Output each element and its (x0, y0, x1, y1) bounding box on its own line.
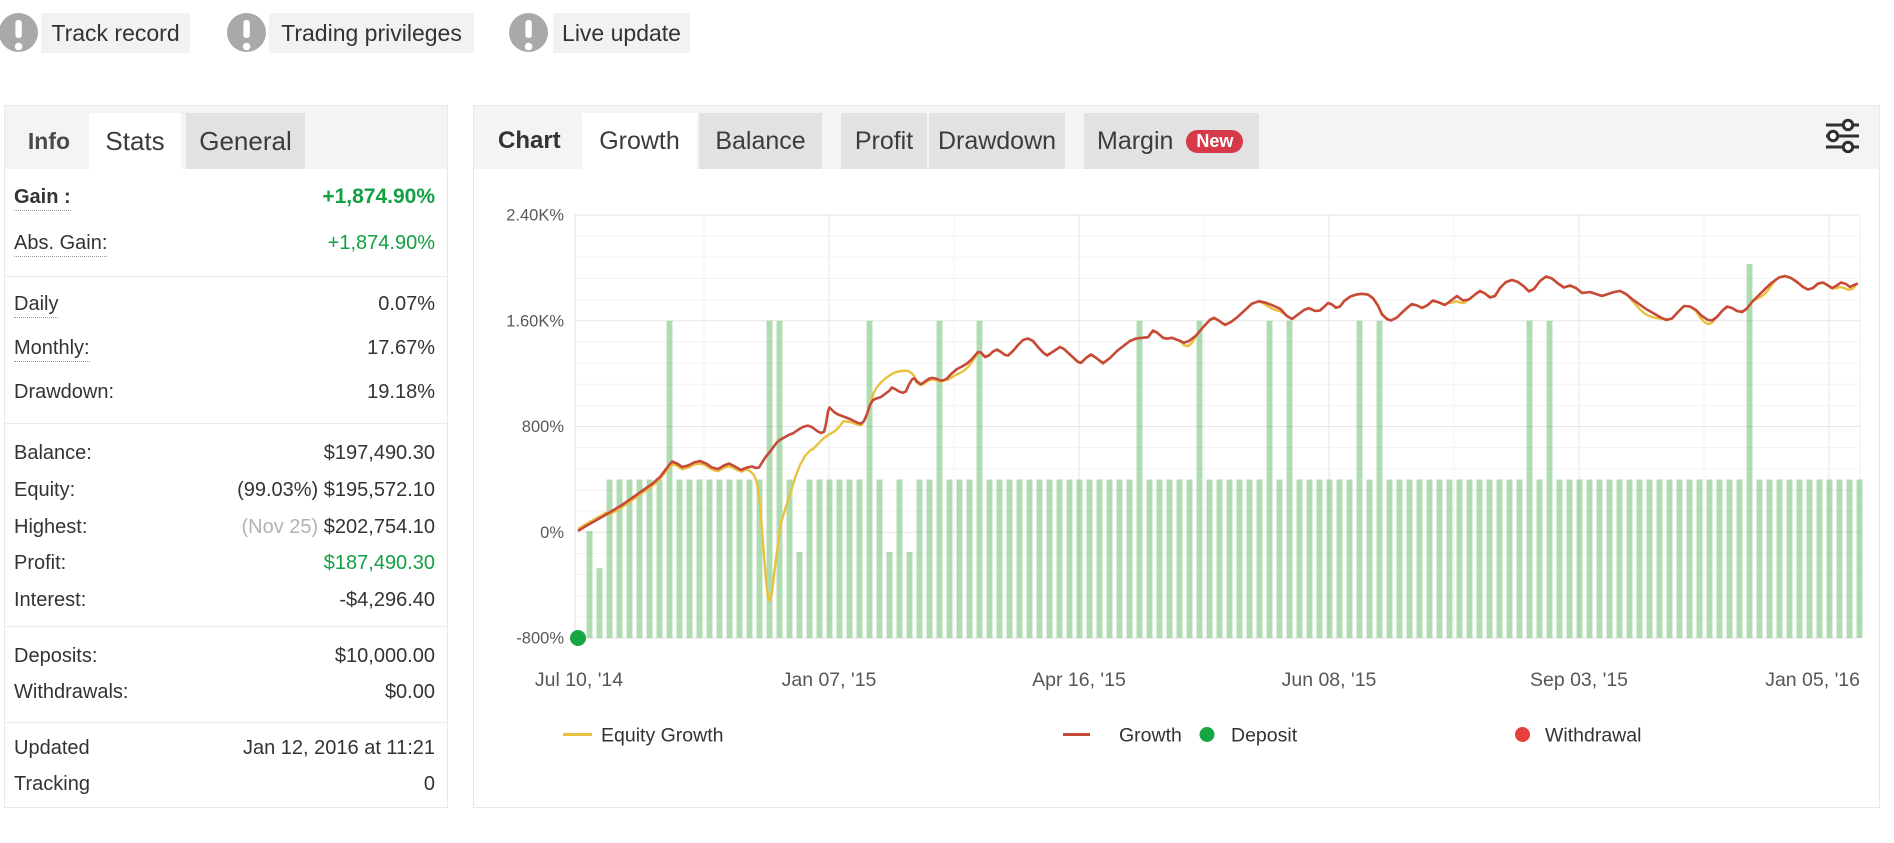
svg-text:Jun 08, '15: Jun 08, '15 (1282, 669, 1377, 691)
svg-text:800%: 800% (522, 418, 565, 436)
svg-text:Jul 10, '14: Jul 10, '14 (535, 669, 623, 691)
svg-text:Deposit: Deposit (1231, 725, 1298, 747)
svg-text:Jan 05, '16: Jan 05, '16 (1765, 669, 1860, 691)
svg-text:0%: 0% (540, 524, 564, 542)
svg-text:Equity Growth: Equity Growth (601, 725, 723, 747)
svg-text:Sep 03, '15: Sep 03, '15 (1530, 669, 1628, 691)
svg-text:Apr 16, '15: Apr 16, '15 (1032, 669, 1126, 691)
svg-text:Withdrawal: Withdrawal (1545, 725, 1641, 747)
svg-text:2.40K%: 2.40K% (506, 207, 564, 225)
svg-text:1.60K%: 1.60K% (506, 312, 564, 330)
svg-text:Jan 07, '15: Jan 07, '15 (782, 669, 877, 691)
svg-text:Growth: Growth (1119, 725, 1182, 747)
svg-text:-800%: -800% (516, 630, 564, 648)
